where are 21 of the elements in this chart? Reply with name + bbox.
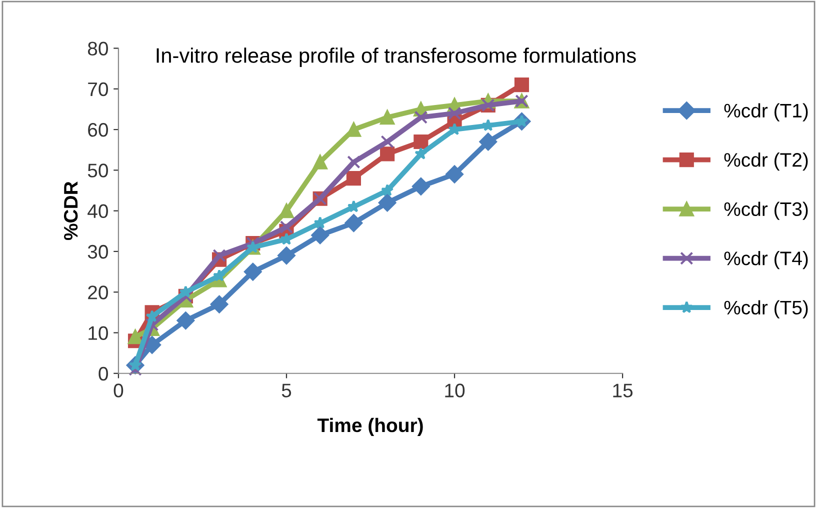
y-tick-label: 30 xyxy=(88,244,108,259)
x-tick-label: 5 xyxy=(282,384,292,398)
x-tick-label: 0 xyxy=(114,384,124,398)
legend-label: %cdr (T2) xyxy=(724,152,808,171)
legend-label: %cdr (T5) xyxy=(724,300,808,318)
y-tick-label: 10 xyxy=(88,326,108,340)
y-tick-label: 0 xyxy=(98,366,108,381)
chart-title: In-vitro release profile of transferosome formulations xyxy=(156,48,636,68)
x-tick-label: 10 xyxy=(445,384,465,398)
y-tick-label: 80 xyxy=(88,42,108,56)
y-axis-title: %CDR xyxy=(64,182,78,240)
legend-label: %cdr (T4) xyxy=(724,250,808,270)
y-tick-label: 70 xyxy=(88,82,108,96)
y-tick-label: 50 xyxy=(88,164,108,178)
y-tick-label: 60 xyxy=(88,123,108,137)
y-tick-label: 20 xyxy=(88,286,108,300)
x-tick-label: 15 xyxy=(613,384,633,398)
legend-label: %cdr (T1) xyxy=(724,103,808,122)
legend-label: %cdr (T3) xyxy=(724,202,808,220)
x-axis-title: Time (hour) xyxy=(317,418,423,436)
y-tick-label: 40 xyxy=(88,204,108,218)
